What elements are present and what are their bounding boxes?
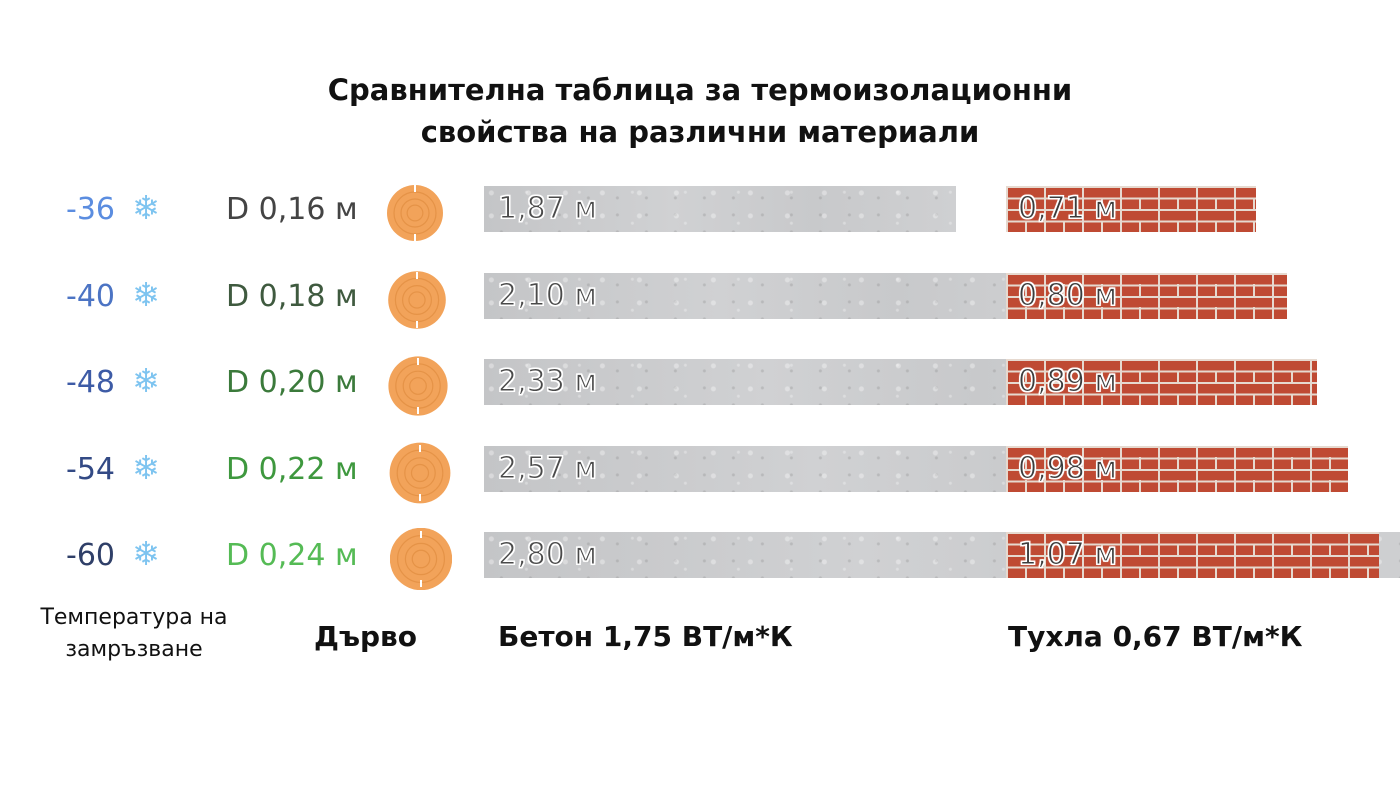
chart-row: -54 ❄ D 0,22 м 2,57 м 0,98 м bbox=[0, 442, 1400, 503]
wood-diameter-label: D 0,20 м bbox=[226, 365, 358, 400]
brick-pattern-row bbox=[1006, 480, 1348, 492]
brick-column-label: Тухла 0,67 ВТ/м*К bbox=[1008, 620, 1303, 653]
temperature-label: -54 bbox=[66, 451, 115, 487]
wood-column-label: Дърво bbox=[314, 620, 417, 653]
wood-ring bbox=[410, 463, 429, 482]
snowflake-icon: ❄ bbox=[132, 361, 160, 400]
temperature-label: -36 bbox=[66, 192, 115, 227]
brick-value-label: 1,07 м bbox=[1018, 537, 1118, 572]
concrete-value-label: 2,10 м bbox=[498, 277, 598, 313]
wood-log-mark bbox=[389, 442, 450, 503]
brick-pattern-row bbox=[1006, 566, 1379, 578]
wood-ring bbox=[407, 290, 426, 309]
brick-bar: 0,80 м bbox=[1006, 272, 1287, 319]
wood-ring bbox=[411, 549, 431, 569]
brick-pattern-row bbox=[1006, 220, 1256, 232]
wood-ring bbox=[402, 370, 434, 402]
concrete-value-label: 2,57 м bbox=[498, 450, 598, 486]
wood-ring bbox=[409, 377, 427, 395]
brick-bar: 0,98 м bbox=[1006, 445, 1348, 492]
wood-ring bbox=[404, 542, 438, 576]
wood-ring bbox=[401, 284, 432, 315]
chart-row: -48 ❄ D 0,20 м 2,33 м 0,89 м bbox=[0, 356, 1400, 416]
chart-row: -36 ❄ D 0,16 м 1,87 м 0,71 м bbox=[0, 185, 1400, 241]
wood-diameter-label: D 0,16 м bbox=[226, 192, 358, 227]
wood-log-mark bbox=[390, 528, 452, 590]
wood-log-icon bbox=[388, 356, 448, 416]
concrete-column-label: Бетон 1,75 ВТ/м*К bbox=[498, 620, 793, 653]
wood-diameter-label: D 0,24 м bbox=[226, 538, 358, 573]
temperature-column-label: Температура на замръзване bbox=[40, 605, 228, 662]
wood-log-icon bbox=[387, 185, 443, 241]
wood-log-mark bbox=[388, 356, 448, 416]
chart-row: -60 ❄ D 0,24 м 2,80 м 1,07 м bbox=[0, 528, 1400, 590]
concrete-value-label: 2,33 м bbox=[498, 364, 598, 399]
snowflake-icon: ❄ bbox=[132, 534, 160, 573]
chart-title-line-1: Сравнителна таблица за термоизолационни bbox=[327, 73, 1073, 107]
brick-bar: 1,07 м bbox=[1006, 532, 1379, 578]
brick-pattern-row bbox=[1006, 307, 1287, 319]
brick-value-label: 0,89 м bbox=[1018, 364, 1118, 399]
brick-value-label: 0,71 м bbox=[1018, 191, 1118, 226]
wood-log-icon bbox=[390, 528, 452, 590]
brick-pattern-row bbox=[1006, 393, 1317, 405]
temperature-label: -40 bbox=[66, 278, 115, 314]
brick-value-label: 0,80 м bbox=[1018, 277, 1118, 313]
wood-log-icon bbox=[387, 270, 446, 329]
snowflake-icon: ❄ bbox=[132, 274, 160, 314]
temperature-label: -48 bbox=[66, 365, 115, 400]
temperature-label: -60 bbox=[66, 538, 115, 573]
concrete-value-label: 2,80 м bbox=[498, 537, 598, 572]
concrete-bar: 2,10 м bbox=[484, 272, 1073, 319]
brick-bar: 0,71 м bbox=[1006, 186, 1256, 232]
concrete-value-label: 1,87 м bbox=[498, 191, 598, 226]
brick-value-label: 0,98 м bbox=[1018, 450, 1118, 486]
snowflake-icon: ❄ bbox=[132, 188, 160, 227]
wood-diameter-label: D 0,18 м bbox=[226, 278, 358, 314]
wood-log-icon bbox=[389, 442, 450, 503]
wood-ring bbox=[403, 456, 436, 489]
chart-row: -40 ❄ D 0,18 м 2,10 м 0,80 м bbox=[0, 270, 1400, 329]
chart-title-line-2: свойства на различни материали bbox=[420, 115, 980, 149]
wood-log-mark bbox=[387, 185, 443, 241]
snowflake-icon: ❄ bbox=[132, 447, 160, 487]
wood-log-mark bbox=[387, 270, 446, 329]
wood-diameter-label: D 0,22 м bbox=[226, 451, 358, 487]
wood-ring bbox=[400, 198, 430, 228]
concrete-bar: 1,87 м bbox=[484, 186, 956, 232]
brick-bar: 0,89 м bbox=[1006, 359, 1317, 405]
wood-ring bbox=[406, 204, 424, 222]
